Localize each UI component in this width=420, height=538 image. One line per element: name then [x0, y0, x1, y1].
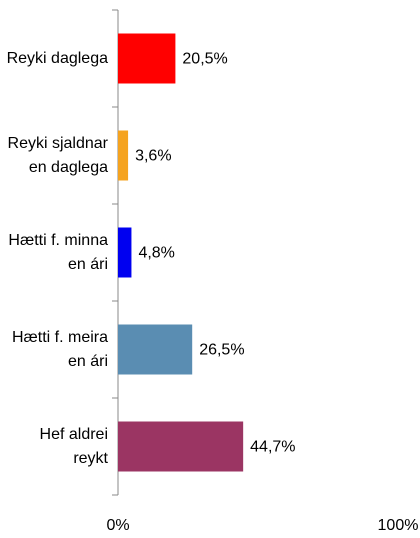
bar	[118, 33, 176, 84]
x-tick-label: 0%	[106, 517, 129, 534]
bar	[118, 324, 193, 375]
bar	[118, 421, 244, 472]
x-tick-label: 100%	[378, 517, 419, 534]
value-label: 44,7%	[250, 439, 295, 456]
category-label: Hef aldrei reykt	[39, 425, 108, 467]
value-label: 4,8%	[138, 245, 174, 262]
category-label: Reyki sjaldnar en daglega	[7, 134, 108, 176]
value-label: 20,5%	[182, 51, 227, 68]
category-label: Hætti f. minna en ári	[8, 231, 108, 273]
value-label: 26,5%	[199, 342, 244, 359]
bar	[118, 227, 132, 278]
bar	[118, 130, 129, 181]
value-label: 3,6%	[135, 148, 171, 165]
category-label: Hætti f. meira en ári	[11, 328, 108, 370]
category-label: Reyki daglega	[6, 49, 108, 67]
